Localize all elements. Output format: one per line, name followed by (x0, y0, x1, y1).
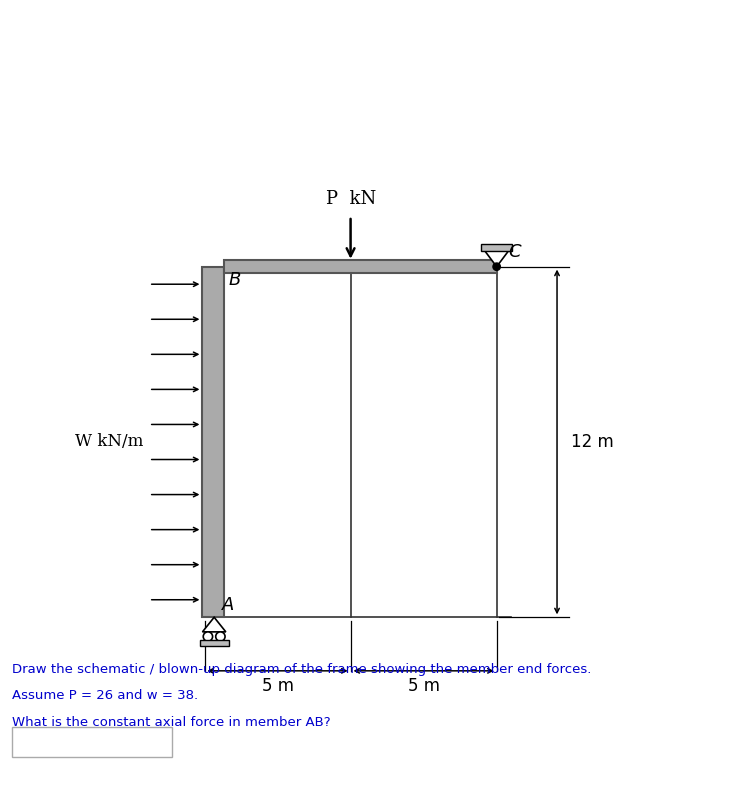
Text: B: B (229, 271, 241, 288)
Circle shape (493, 263, 500, 271)
Circle shape (203, 632, 212, 642)
Bar (200, 640, 228, 646)
Bar (481, 244, 512, 251)
Text: 5 m: 5 m (262, 676, 293, 695)
Circle shape (216, 632, 225, 642)
Text: C: C (509, 243, 521, 261)
Text: 5 m: 5 m (408, 676, 439, 695)
Text: 12 m: 12 m (570, 433, 613, 451)
Text: Assume P = 26 and w = 38.: Assume P = 26 and w = 38. (12, 689, 198, 702)
Polygon shape (485, 251, 509, 267)
Bar (224, 260, 497, 273)
Bar (12, 727, 172, 756)
Text: W kN/m: W kN/m (74, 433, 143, 451)
Text: A: A (222, 596, 234, 614)
Polygon shape (203, 617, 226, 632)
Bar (203, 267, 224, 617)
Text: Draw the schematic / blown-up diagram of the frame showing the member end forces: Draw the schematic / blown-up diagram of… (12, 663, 591, 676)
Text: What is the constant axial force in member AB?: What is the constant axial force in memb… (12, 716, 330, 729)
Text: P  kN: P kN (326, 190, 377, 208)
